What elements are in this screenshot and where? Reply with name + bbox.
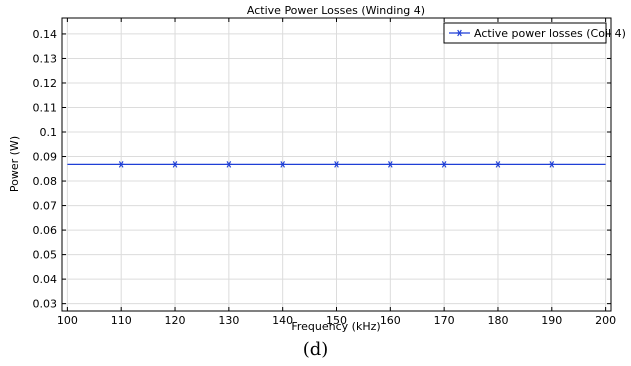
x-tick-label: 100 bbox=[57, 314, 78, 327]
chart-title: Active Power Losses (Winding 4) bbox=[247, 4, 425, 17]
y-axis-title: Power (W) bbox=[8, 136, 21, 192]
x-tick-label: 190 bbox=[541, 314, 562, 327]
data-point bbox=[387, 161, 394, 168]
legend: Active power losses (Coil 4) bbox=[443, 22, 626, 44]
legend-label: Active power losses (Coil 4) bbox=[474, 27, 626, 40]
chart: Active Power Losses (Winding 4) 100 110 12… bbox=[8, 4, 626, 333]
y-tick-label: 0.06 bbox=[33, 224, 58, 237]
x-tick-label: 170 bbox=[434, 314, 455, 327]
x-tick-label: 160 bbox=[380, 314, 401, 327]
y-tick-label: 0.11 bbox=[33, 101, 58, 114]
y-tick-label: 0.14 bbox=[33, 28, 58, 41]
y-tick-label: 0.04 bbox=[33, 273, 58, 286]
legend-box bbox=[443, 22, 607, 44]
data-point bbox=[494, 161, 501, 168]
figure-caption: (d) bbox=[302, 339, 329, 360]
series-group bbox=[67, 161, 606, 168]
y-tick-label: 0.05 bbox=[33, 249, 58, 262]
x-tick-label: 110 bbox=[111, 314, 132, 327]
y-tick-label: 0.08 bbox=[33, 175, 58, 188]
data-point bbox=[333, 161, 340, 168]
y-tick-label: 0.12 bbox=[33, 77, 58, 90]
x-axis-title: Frequency (kHz) bbox=[291, 320, 380, 333]
x-tick-label: 130 bbox=[218, 314, 239, 327]
y-axis: 0.03 0.04 0.05 0.06 0.07 0.08 0.09 0.1 0.11 0.12 0… bbox=[33, 28, 611, 311]
data-point bbox=[225, 161, 232, 168]
y-tick-label: 0.03 bbox=[33, 298, 58, 311]
x-tick-label: 120 bbox=[165, 314, 186, 327]
x-tick-label: 200 bbox=[595, 314, 616, 327]
x-tick-label: 150 bbox=[326, 314, 347, 327]
y-tick-label: 0.1 bbox=[40, 126, 58, 139]
data-point bbox=[279, 161, 286, 168]
data-point bbox=[441, 161, 448, 168]
y-tick-label: 0.13 bbox=[33, 52, 58, 65]
data-point bbox=[118, 161, 125, 168]
x-axis: 100 110 120 130 140 150 160 170 180 190 200 bbox=[57, 18, 616, 327]
legend-marker-icon bbox=[456, 29, 463, 37]
x-tick-label: 180 bbox=[487, 314, 508, 327]
data-point bbox=[548, 161, 555, 168]
data-point bbox=[172, 161, 179, 168]
legend-marker bbox=[456, 29, 463, 37]
x-tick-label: 140 bbox=[272, 314, 293, 327]
y-tick-label: 0.09 bbox=[33, 151, 58, 164]
y-tick-label: 0.07 bbox=[33, 200, 58, 213]
